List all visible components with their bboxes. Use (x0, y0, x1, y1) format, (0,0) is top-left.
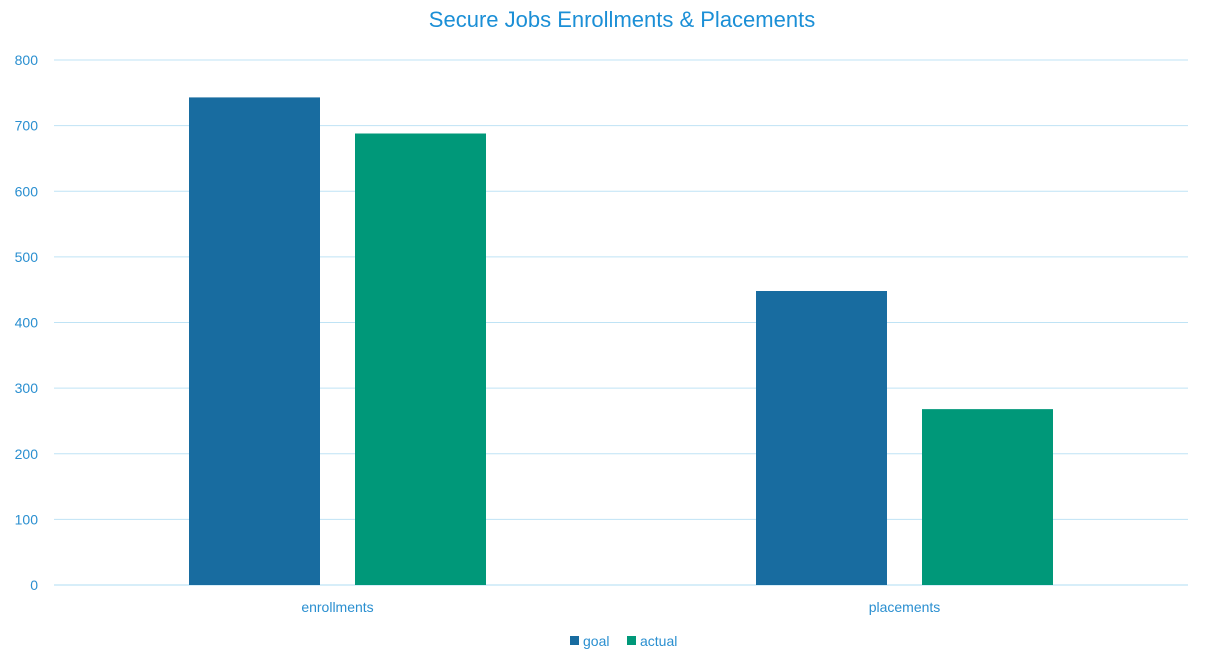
y-tick-label: 600 (15, 183, 39, 199)
bar-actual-placements (922, 409, 1053, 585)
legend-label-actual: actual (640, 633, 677, 649)
bar-goal-placements (756, 291, 887, 585)
bar-goal-enrollments (189, 97, 320, 585)
x-axis-category-labels: enrollments placements (301, 599, 940, 615)
legend-swatch-actual (627, 636, 636, 645)
y-tick-label: 100 (15, 511, 39, 527)
legend-swatch-goal (570, 636, 579, 645)
y-tick-label: 400 (15, 315, 39, 331)
chart-title: Secure Jobs Enrollments & Placements (429, 7, 815, 32)
x-category-label: placements (869, 599, 941, 615)
y-tick-label: 0 (30, 577, 38, 593)
bar-actual-enrollments (355, 133, 486, 585)
legend-label-goal: goal (583, 633, 609, 649)
y-tick-label: 300 (15, 380, 39, 396)
y-tick-label: 200 (15, 446, 39, 462)
y-tick-label: 700 (15, 118, 39, 134)
legend: goal actual (570, 633, 677, 649)
y-axis-tick-labels: 0 100 200 300 400 500 600 700 800 (15, 52, 39, 593)
y-tick-label: 800 (15, 52, 39, 68)
y-tick-label: 500 (15, 249, 39, 265)
bar-layer (189, 97, 1053, 585)
x-category-label: enrollments (301, 599, 373, 615)
